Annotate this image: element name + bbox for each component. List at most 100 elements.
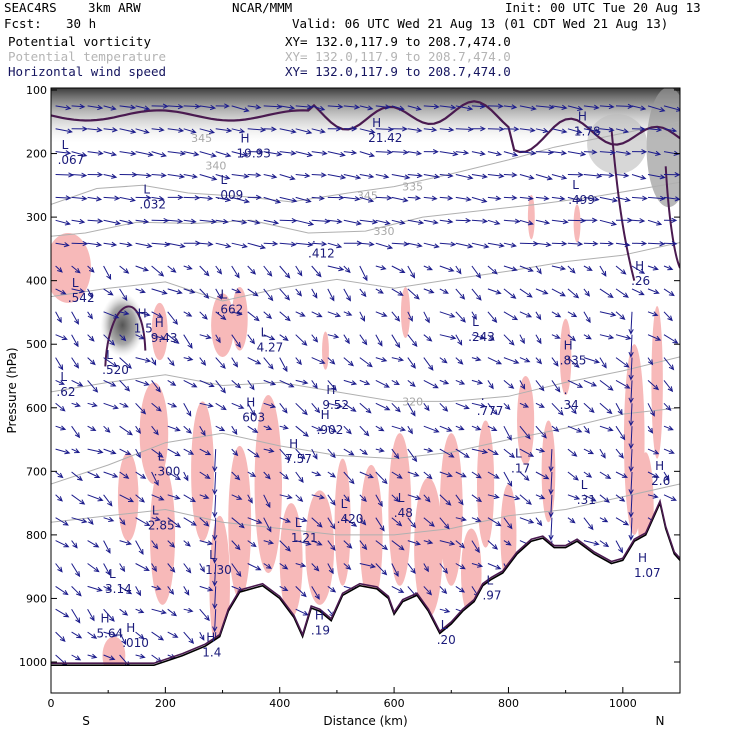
wind-arrow	[327, 242, 343, 249]
wind-arrow	[135, 471, 147, 479]
wind-arrow	[663, 494, 677, 501]
wind-arrow	[628, 449, 634, 473]
wind-arrow	[71, 654, 82, 661]
wind-arrow	[263, 219, 280, 225]
wind-arrow	[263, 563, 272, 569]
wind-arrow	[551, 104, 568, 110]
wind-arrow	[231, 105, 250, 113]
extremum-letter: L	[581, 478, 588, 492]
y-tick-label: 400	[26, 275, 47, 288]
extremum-value: .009	[217, 188, 244, 202]
wind-arrow	[503, 151, 519, 157]
wind-arrow	[535, 517, 543, 527]
pv-positive-region	[322, 331, 329, 370]
field-xy-pv: XY= 132.0,117.9 to 208.7,474.0	[285, 34, 511, 49]
y-tick-label: 300	[26, 211, 47, 224]
wind-arrow	[423, 357, 434, 371]
wind-arrow	[391, 241, 410, 247]
wind-arrow	[439, 563, 449, 574]
wind-arrow	[407, 311, 413, 322]
wind-arrow	[55, 425, 67, 431]
wind-arrow	[151, 265, 165, 277]
wind-arrow	[119, 265, 130, 274]
extremum-letter: L	[572, 178, 579, 192]
extremum-value: .243	[468, 330, 495, 344]
wind-arrow	[391, 126, 408, 132]
extremum-value: 1.30	[205, 563, 232, 577]
pv-shade-right	[646, 88, 680, 208]
wind-arrow	[167, 127, 185, 133]
wind-arrow	[87, 608, 95, 622]
wind-arrow	[359, 265, 368, 282]
wind-arrow	[663, 127, 678, 133]
wind-arrow	[583, 471, 593, 478]
wind-arrow	[71, 240, 89, 247]
wind-arrow	[663, 357, 675, 371]
wind-arrow	[71, 218, 86, 225]
wind-arrow	[455, 425, 465, 431]
wind-arrow	[439, 151, 459, 157]
wind-arrow	[423, 334, 433, 342]
wind-arrow	[551, 402, 564, 416]
wind-arrow	[167, 448, 181, 457]
wind-arrow	[295, 494, 304, 502]
wind-arrow	[503, 242, 517, 248]
wind-arrow	[103, 585, 112, 591]
wind-arrow	[423, 288, 435, 294]
wind-arrow	[263, 357, 274, 370]
wind-arrow	[311, 540, 323, 546]
wind-arrow	[183, 264, 193, 270]
wind-arrow	[183, 240, 202, 246]
wind-arrow	[407, 448, 418, 463]
wind-arrow	[487, 103, 504, 109]
wind-arrow	[263, 311, 273, 320]
wind-arrow	[199, 311, 208, 320]
wind-arrow	[343, 379, 358, 386]
field-name-pv: Potential vorticity	[8, 34, 151, 49]
extremum-value: .499	[568, 193, 595, 207]
wind-arrow	[327, 265, 345, 272]
wind-arrow	[439, 195, 454, 201]
wind-arrow	[311, 265, 322, 278]
wind-arrow	[631, 240, 648, 247]
extremum-letter: H	[372, 116, 381, 130]
wind-arrow	[663, 380, 674, 393]
wind-arrow	[471, 379, 484, 385]
extremum-value: 19.93	[237, 147, 271, 161]
wind-arrow	[471, 540, 480, 554]
wind-arrow	[215, 265, 223, 275]
wind-arrow	[247, 265, 257, 275]
pv-positive-region	[139, 382, 169, 485]
wind-arrow	[535, 357, 543, 365]
wind-arrow	[519, 241, 539, 247]
extremum-letter: H	[635, 259, 644, 273]
extremum-letter: .	[481, 389, 485, 403]
wind-arrow	[183, 631, 195, 644]
wind-arrow	[247, 194, 262, 201]
wind-arrow	[135, 448, 141, 459]
wind-arrow	[311, 425, 323, 432]
wind-arrow	[295, 196, 312, 203]
y-tick-label: 1000	[19, 656, 47, 669]
extremum-value: .032	[139, 198, 166, 212]
extremum-value: 1.5	[134, 322, 153, 336]
wind-arrow	[519, 127, 536, 133]
wind-arrow	[503, 425, 512, 441]
extremum-letter: H	[578, 109, 587, 123]
wind-arrow	[119, 631, 127, 646]
extremum-letter: L	[209, 548, 216, 562]
wind-arrow	[183, 607, 194, 613]
wind-arrow	[391, 334, 401, 349]
pv-positive-region	[151, 302, 168, 361]
y-tick-label: 800	[26, 529, 47, 542]
wind-arrow	[212, 540, 218, 564]
y-tick-label: 200	[26, 148, 47, 161]
wind-arrow	[71, 265, 81, 274]
extremum-value: 2.85	[148, 519, 175, 533]
wind-arrow	[375, 563, 388, 576]
wind-arrow	[279, 402, 288, 414]
extremum-letter: H	[206, 631, 215, 645]
wind-arrow	[647, 195, 666, 201]
extremum-letter: L	[515, 446, 522, 460]
